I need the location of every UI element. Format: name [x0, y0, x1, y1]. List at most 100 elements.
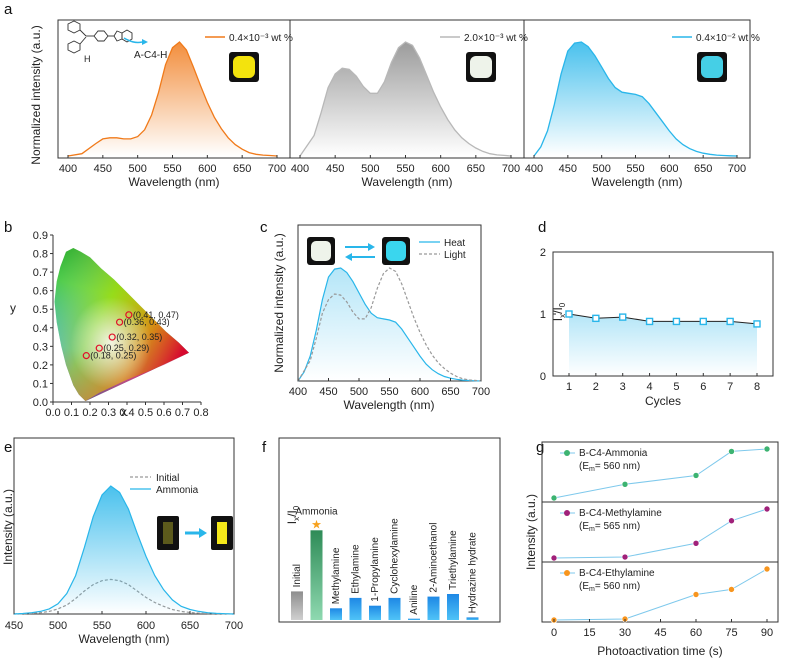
panel-g-xtick-label: 75 — [725, 627, 737, 639]
panel-a-xtick-label: 550 — [396, 163, 414, 175]
panel-a-sample-emission-2 — [470, 56, 492, 78]
compound-arrow — [123, 37, 143, 44]
panel-a-spectrum-2 — [299, 41, 512, 157]
panel-a-xtick-label: 450 — [94, 163, 112, 175]
panel-a-xtick-label: 500 — [592, 163, 610, 175]
bar-label: Initial — [292, 564, 303, 587]
panel-c-series-light — [297, 267, 482, 382]
panel-a-frame — [57, 19, 751, 159]
panel-label-d: d — [538, 219, 546, 236]
panel-g-frame — [541, 441, 779, 623]
panel-d-xtick-label: 6 — [700, 381, 706, 393]
molecule-structure — [67, 20, 133, 54]
panel-g-legend-note-2: (Em= 565 nm) — [579, 521, 640, 533]
heat-state-emission — [311, 241, 331, 261]
panel-g-xtick-label: 15 — [583, 627, 595, 639]
bar-label: Aniline — [409, 584, 420, 614]
panel-e-xtick-label: 550 — [93, 620, 111, 632]
panel-b-xtick-label: 0.3 — [101, 407, 116, 419]
panel-a-xtick-label: 650 — [467, 163, 485, 175]
panel-d-xlabel: Cycles — [645, 394, 681, 408]
bar-aniline — [408, 618, 420, 620]
cie-point — [125, 311, 133, 319]
molecule-label: H — [84, 54, 91, 64]
panel-d-xtick-label: 7 — [727, 381, 733, 393]
panel-e-xlabel: Wavelength (nm) — [79, 632, 170, 646]
panel-a-spectrum-3 — [533, 41, 738, 157]
bar-label: Hydrazine hydrate — [468, 532, 479, 614]
panel-d-xtick-label: 5 — [673, 381, 679, 393]
panel-e-ylabel: Intensity (a.u.) — [1, 489, 15, 565]
panel-c-xtick-label: 550 — [380, 386, 398, 398]
panel-a-spectrum-1 — [67, 41, 278, 157]
panel-c-ylabel: Normalized intensity (a.u.) — [272, 233, 286, 372]
panel-a-xtick-label: 450 — [559, 163, 577, 175]
panel-c-xlabel: Wavelength (nm) — [344, 398, 435, 412]
panel-a-xtick-label: 450 — [326, 163, 344, 175]
panel-label-e: e — [4, 439, 12, 456]
panel-a-legend-1: 0.4×10⁻³ wt % — [229, 33, 293, 44]
panel-g-point — [763, 505, 771, 513]
panel-d-ytick-label: 0 — [540, 371, 546, 383]
panel-d-ytick-label: 1 — [540, 309, 546, 321]
panel-d-xtick-label: 2 — [593, 381, 599, 393]
panel-d-point — [619, 313, 627, 321]
cie-purple-line — [85, 352, 189, 402]
panel-e-xtick-label: 500 — [49, 620, 67, 632]
panel-b-ytick-label: 0.0 — [33, 397, 48, 409]
panel-a-xtick-label: 550 — [626, 163, 644, 175]
panel-b-xtick-label: 0.1 — [64, 407, 79, 419]
panel-b-ytick-label: 0.5 — [33, 304, 48, 316]
panel-b-ytick-label: 0.7 — [33, 267, 48, 279]
panel-d-line — [568, 313, 758, 325]
panel-a-xtick-label: 550 — [163, 163, 181, 175]
panel-a-legend-3: 0.4×10⁻² wt % — [696, 33, 760, 44]
panel-label-a: a — [4, 1, 13, 18]
cie-point — [115, 318, 124, 326]
panel-e-xtick-label: 600 — [137, 620, 155, 632]
panel-b-ytick-label: 0.8 — [33, 249, 48, 261]
panel-a-xlabel-2: Wavelength (nm) — [362, 175, 453, 189]
panel-b-ytick-label: 0.2 — [33, 360, 48, 372]
panel-c-xtick-label: 400 — [289, 386, 307, 398]
panel-d-point — [726, 317, 734, 326]
panel-e-fill — [14, 486, 234, 614]
panel-a-xlabel-3: Wavelength (nm) — [592, 175, 683, 189]
panel-g-xtick-label: 60 — [690, 627, 702, 639]
panel-g-legend-note-1: (Em= 560 nm) — [579, 461, 640, 473]
panel-a-fill-1 — [68, 42, 277, 156]
panel-c-fill-heat — [298, 268, 481, 381]
panel-a-xlabel-1: Wavelength (nm) — [129, 175, 220, 189]
panel-c: c 400 450 500 550 600 650 700 Normalized inten… — [260, 219, 490, 412]
bar-methylamine — [330, 608, 342, 620]
highlight-star-icon: ★ — [311, 517, 322, 531]
cie-point — [108, 333, 116, 341]
panel-g-point — [550, 494, 558, 502]
compound-arrow-head — [142, 39, 148, 45]
bar-label: Triethylamine — [448, 530, 459, 590]
bar-initial — [291, 591, 303, 620]
panel-a-xtick-label: 600 — [431, 163, 449, 175]
panel-a-xtick-label: 700 — [728, 163, 746, 175]
panel-d-point — [565, 310, 573, 318]
panel-g-point — [692, 591, 700, 598]
panel-a-xtick-label: 500 — [128, 163, 146, 175]
arrow-right-head — [368, 243, 375, 251]
panel-a-xtick-label: 600 — [660, 163, 678, 175]
panel-g: g B-C4-Ammonia (Em= 560 nm) B-C4-Methylami… — [524, 439, 779, 658]
panel-d-xtick-label: 8 — [754, 381, 760, 393]
panel-g-legend-1: B-C4-Ammonia — [579, 448, 648, 459]
panel-label-b: b — [4, 219, 12, 236]
panel-e-xtick-label: 450 — [5, 620, 23, 632]
panel-b-xtick-label: 0.5 — [138, 407, 153, 419]
panel-g-point — [621, 553, 629, 561]
panel-a-ylabel: Normalized intensity (a.u.) — [29, 25, 43, 164]
panel-d-point — [672, 317, 681, 326]
panel-d-xtick-label: 1 — [566, 381, 572, 393]
panel-a-fill-2 — [300, 42, 511, 156]
cie-point-label: (0.25, 0.29) — [103, 343, 149, 353]
sample-arrow-head — [199, 528, 207, 538]
